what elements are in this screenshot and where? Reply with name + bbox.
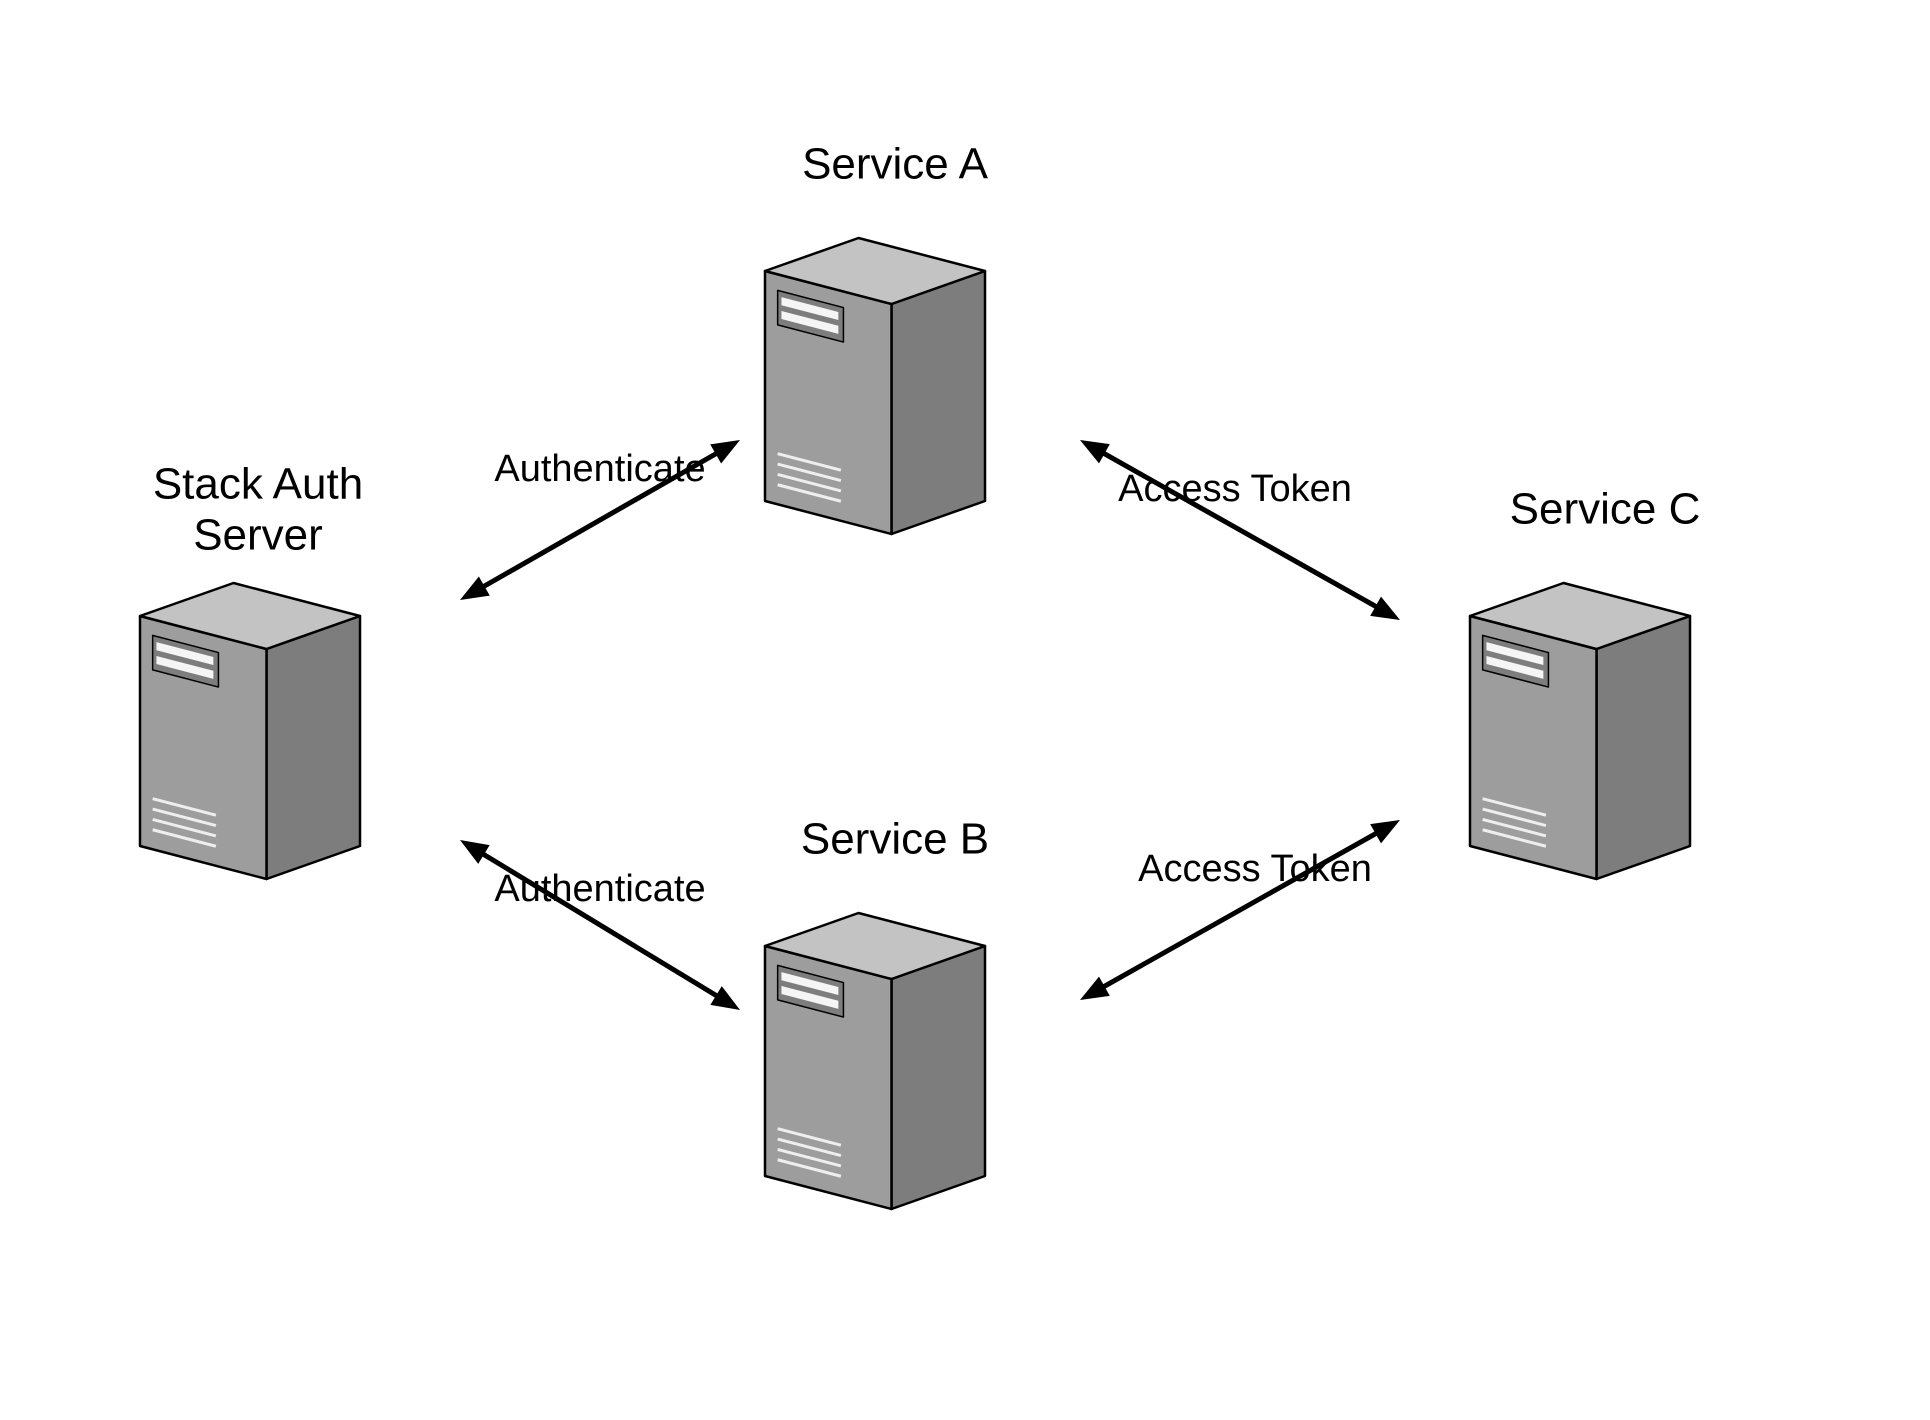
server-node-svc-b: [765, 913, 985, 1209]
edge-arrow: [460, 440, 740, 600]
server-node-auth: [140, 583, 360, 879]
edge-arrow: [1080, 440, 1400, 620]
edge-arrow: [1080, 820, 1400, 1000]
server-node-svc-a: [765, 238, 985, 534]
edge-arrow: [460, 840, 740, 1010]
server-node-svc-c: [1470, 583, 1690, 879]
diagram-svg: [0, 0, 1930, 1420]
diagram-stage: Stack Auth ServerService AService BServi…: [0, 0, 1930, 1420]
